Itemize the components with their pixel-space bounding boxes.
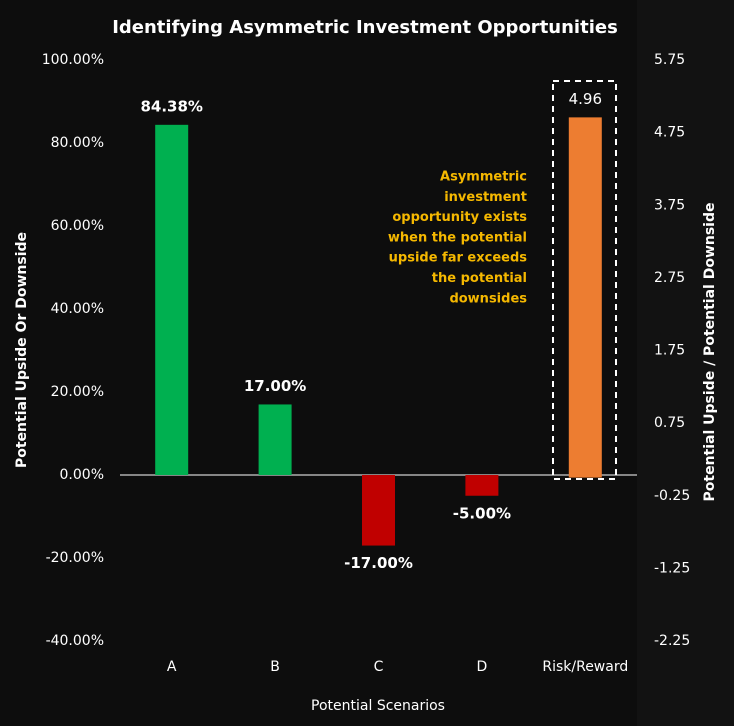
bar (258, 404, 292, 475)
y-tick-label: 100.00% (42, 52, 104, 68)
data-label: -5.00% (453, 504, 511, 522)
annotation: when the potential (388, 230, 527, 245)
y-tick-label: 40.00% (51, 301, 104, 317)
bar (362, 475, 395, 546)
x-tick-label: Risk/Reward (542, 659, 628, 675)
annotation: upside far exceeds (389, 251, 528, 266)
y2-tick-label: -1.25 (654, 560, 690, 576)
annotation: opportunity exists (392, 210, 527, 225)
y-axis-title: Potential Upside Or Downside (14, 232, 30, 468)
right-axis-panel (637, 0, 734, 726)
y-tick-label: 80.00% (51, 135, 104, 151)
chart-title: Identifying Asymmetric Investment Opport… (112, 17, 618, 38)
y2-tick-label: 0.75 (654, 415, 685, 431)
y2-tick-label: -0.25 (654, 488, 690, 504)
y2-tick-label: 1.75 (654, 343, 685, 359)
y2-tick-label: -2.25 (654, 633, 690, 649)
x-tick-label: C (374, 659, 384, 675)
bar (465, 475, 499, 496)
y2-tick-label: 5.75 (654, 52, 685, 68)
annotation: the potential (432, 271, 527, 286)
y2-tick-label: 3.75 (654, 197, 685, 213)
y-tick-label: -20.00% (46, 550, 104, 566)
annotation: Asymmetric (440, 170, 527, 185)
y-tick-label: -40.00% (46, 633, 104, 649)
x-tick-label: D (477, 659, 488, 675)
y2-axis-title: Potential Upside / Potential Downside (702, 203, 718, 502)
x-axis-title: Potential Scenarios (311, 698, 445, 714)
y-tick-label: 0.00% (60, 467, 104, 483)
data-label: 84.38% (140, 97, 202, 115)
annotation: investment (444, 190, 527, 205)
y-tick-label: 60.00% (51, 218, 104, 234)
y-tick-label: 20.00% (51, 384, 104, 400)
y2-tick-label: 4.75 (654, 125, 685, 141)
bar (568, 117, 602, 478)
data-label: 17.00% (244, 377, 306, 395)
data-label: -17.00% (344, 554, 413, 572)
x-tick-label: A (167, 659, 177, 675)
annotation: downsides (449, 291, 527, 306)
x-tick-label: B (270, 659, 280, 675)
data-label: 4.96 (569, 90, 602, 108)
bar (155, 124, 189, 475)
y2-tick-label: 2.75 (654, 270, 685, 286)
